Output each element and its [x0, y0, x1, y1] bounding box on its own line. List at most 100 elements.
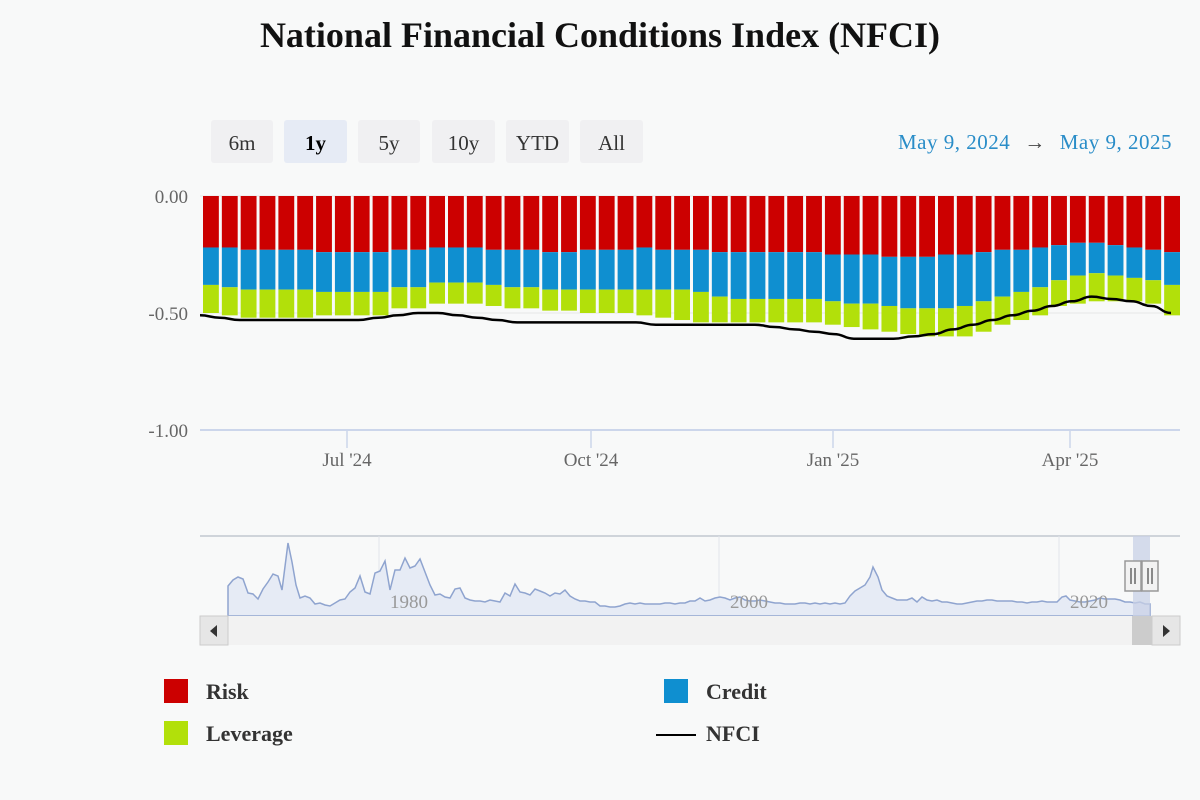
- bar-credit[interactable]: [787, 252, 804, 299]
- bar-credit[interactable]: [429, 247, 445, 283]
- legend-label-credit[interactable]: Credit: [706, 679, 767, 704]
- bar-leverage[interactable]: [1164, 284, 1180, 316]
- bar-credit[interactable]: [919, 256, 935, 309]
- range-button-6m[interactable]: 6m: [211, 120, 273, 163]
- bar-credit[interactable]: [221, 247, 238, 288]
- bar-risk[interactable]: [203, 196, 219, 248]
- bar-leverage[interactable]: [466, 282, 483, 304]
- bar-risk[interactable]: [259, 196, 276, 250]
- bar-risk[interactable]: [617, 196, 634, 250]
- bar-risk[interactable]: [994, 196, 1011, 250]
- bar-credit[interactable]: [259, 249, 276, 290]
- bar-credit[interactable]: [410, 249, 427, 288]
- bar-leverage[interactable]: [787, 298, 804, 323]
- bar-leverage[interactable]: [1107, 275, 1124, 302]
- scrollbar-track[interactable]: [200, 616, 1180, 645]
- bar-credit[interactable]: [768, 252, 785, 299]
- scrollbar-thumb[interactable]: [1132, 616, 1152, 645]
- bar-credit[interactable]: [1126, 247, 1143, 278]
- date-range-from[interactable]: May 9, 2024: [898, 130, 1011, 154]
- bar-risk[interactable]: [278, 196, 295, 250]
- bar-risk[interactable]: [410, 196, 427, 250]
- bar-credit[interactable]: [711, 252, 728, 297]
- bar-risk[interactable]: [919, 196, 935, 257]
- bar-credit[interactable]: [561, 252, 577, 290]
- bar-credit[interactable]: [203, 247, 219, 285]
- legend-label-nfci[interactable]: NFCI: [706, 721, 760, 746]
- bar-leverage[interactable]: [881, 305, 898, 332]
- bar-leverage[interactable]: [919, 308, 935, 337]
- bar-leverage[interactable]: [240, 289, 257, 318]
- bar-credit[interactable]: [297, 249, 314, 290]
- bar-credit[interactable]: [1107, 245, 1124, 276]
- scroll-left-button[interactable]: [199, 615, 229, 646]
- bar-risk[interactable]: [1164, 196, 1180, 253]
- range-button-1y[interactable]: 1y: [284, 120, 347, 163]
- bar-credit[interactable]: [1145, 249, 1162, 281]
- bar-leverage[interactable]: [353, 291, 370, 316]
- bar-risk[interactable]: [579, 196, 596, 250]
- bar-leverage[interactable]: [542, 289, 559, 311]
- bar-leverage[interactable]: [806, 298, 822, 323]
- legend-label-risk[interactable]: Risk: [206, 679, 249, 704]
- legend-label-leverage[interactable]: Leverage: [206, 721, 293, 746]
- bar-risk[interactable]: [749, 196, 766, 253]
- bar-leverage[interactable]: [278, 289, 295, 318]
- date-range-to[interactable]: May 9, 2025: [1059, 130, 1172, 154]
- bar-leverage[interactable]: [203, 284, 219, 313]
- navigator-handle-right[interactable]: [1141, 560, 1159, 592]
- bar-leverage[interactable]: [636, 289, 653, 316]
- bar-credit[interactable]: [579, 249, 596, 290]
- bar-risk[interactable]: [768, 196, 785, 253]
- bar-credit[interactable]: [1013, 249, 1030, 292]
- bar-risk[interactable]: [316, 196, 332, 253]
- bar-credit[interactable]: [1088, 242, 1105, 274]
- bar-leverage[interactable]: [730, 298, 747, 323]
- bar-leverage[interactable]: [561, 289, 577, 311]
- bar-leverage[interactable]: [655, 289, 672, 318]
- bar-credit[interactable]: [391, 249, 408, 288]
- bar-leverage[interactable]: [617, 289, 634, 313]
- bar-risk[interactable]: [429, 196, 445, 248]
- bar-leverage[interactable]: [711, 296, 728, 323]
- bar-risk[interactable]: [806, 196, 822, 253]
- bar-leverage[interactable]: [1069, 275, 1086, 304]
- bar-leverage[interactable]: [693, 291, 709, 323]
- legend-swatch-risk[interactable]: [164, 679, 188, 703]
- bar-credit[interactable]: [598, 249, 615, 290]
- bar-leverage[interactable]: [523, 287, 540, 309]
- bar-risk[interactable]: [956, 196, 973, 255]
- bar-risk[interactable]: [881, 196, 898, 257]
- bar-risk[interactable]: [1032, 196, 1049, 248]
- bar-credit[interactable]: [617, 249, 634, 290]
- bar-risk[interactable]: [1145, 196, 1162, 250]
- bar-credit[interactable]: [956, 254, 973, 306]
- bar-leverage[interactable]: [334, 291, 351, 316]
- bar-risk[interactable]: [900, 196, 917, 257]
- bar-leverage[interactable]: [749, 298, 766, 323]
- bar-leverage[interactable]: [410, 287, 427, 309]
- nfci-line[interactable]: [199, 295, 1172, 340]
- legend-line-nfci[interactable]: [656, 734, 696, 736]
- bar-leverage[interactable]: [429, 282, 445, 304]
- bar-credit[interactable]: [862, 254, 879, 304]
- bar-risk[interactable]: [334, 196, 351, 253]
- bar-leverage[interactable]: [372, 291, 389, 316]
- bar-leverage[interactable]: [1126, 277, 1143, 302]
- navigator[interactable]: 1980 2000 2020: [200, 535, 1180, 617]
- bar-credit[interactable]: [975, 252, 992, 302]
- bar-credit[interactable]: [542, 252, 559, 290]
- bar-risk[interactable]: [862, 196, 879, 255]
- bar-credit[interactable]: [240, 249, 257, 290]
- bar-credit[interactable]: [1051, 245, 1067, 281]
- bar-risk[interactable]: [730, 196, 747, 253]
- legend-swatch-leverage[interactable]: [164, 721, 188, 745]
- bar-risk[interactable]: [1107, 196, 1124, 246]
- bar-leverage[interactable]: [862, 303, 879, 330]
- bar-risk[interactable]: [240, 196, 257, 250]
- bar-leverage[interactable]: [485, 284, 502, 306]
- bar-credit[interactable]: [372, 252, 389, 292]
- bar-leverage[interactable]: [1088, 273, 1105, 302]
- bar-leverage[interactable]: [768, 298, 785, 323]
- bar-credit[interactable]: [485, 249, 502, 285]
